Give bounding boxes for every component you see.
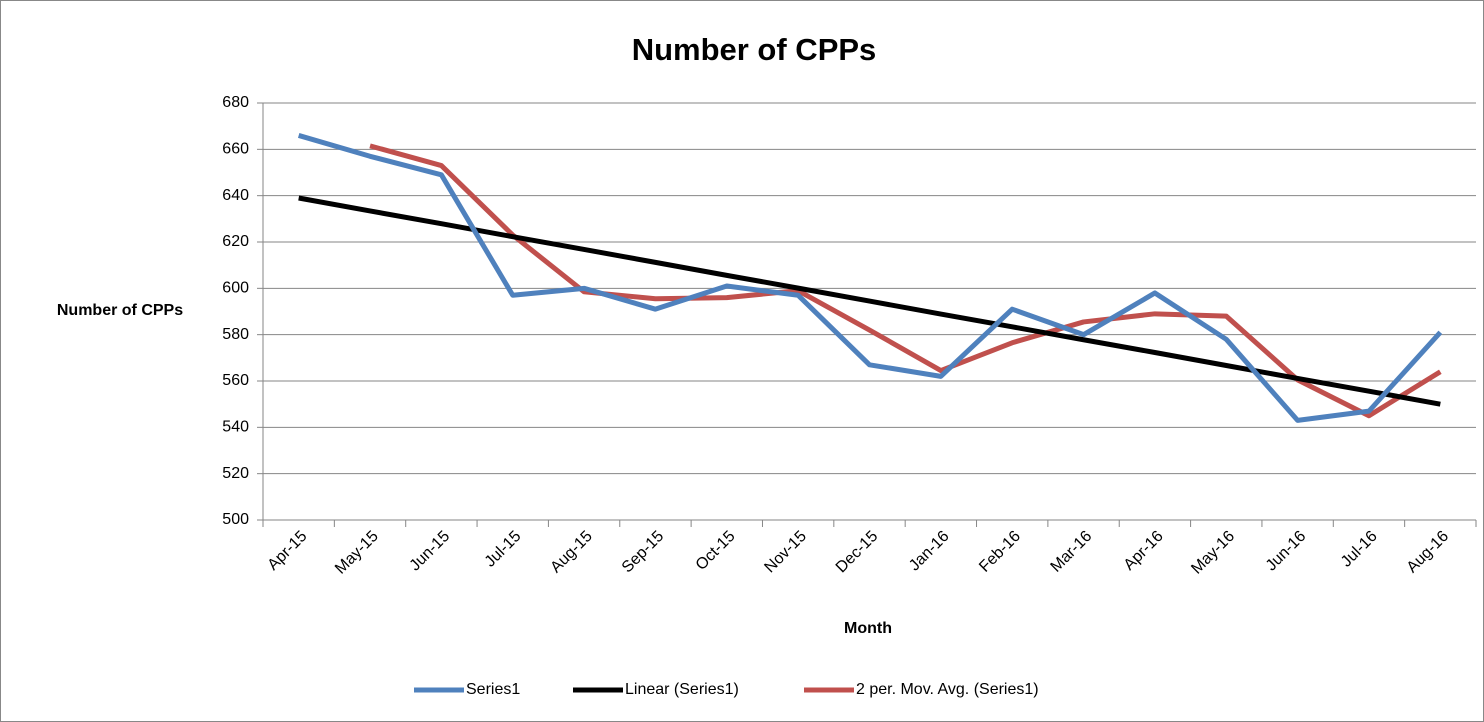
y-tick-label: 660 — [222, 141, 249, 158]
y-tick-label: 580 — [222, 326, 249, 343]
legend-label: 2 per. Mov. Avg. (Series1) — [856, 681, 1039, 698]
y-tick-label: 560 — [222, 372, 249, 389]
y-tick-label: 620 — [222, 233, 249, 250]
y-tick-label: 540 — [222, 419, 249, 436]
chart-title: Number of CPPs — [632, 32, 877, 67]
legend-label: Linear (Series1) — [625, 681, 739, 698]
series-line — [297, 133, 1443, 423]
series-line — [369, 143, 1442, 419]
y-tick-label: 500 — [222, 511, 249, 528]
y-tick-label: 520 — [222, 465, 249, 482]
x-axis-label: Month — [844, 620, 892, 637]
y-tick-label: 680 — [222, 94, 249, 111]
legend-label: Series1 — [466, 681, 520, 698]
y-tick-label: 640 — [222, 187, 249, 204]
y-tick-label: 600 — [222, 280, 249, 297]
y-axis-label: Number of CPPs — [57, 302, 183, 319]
